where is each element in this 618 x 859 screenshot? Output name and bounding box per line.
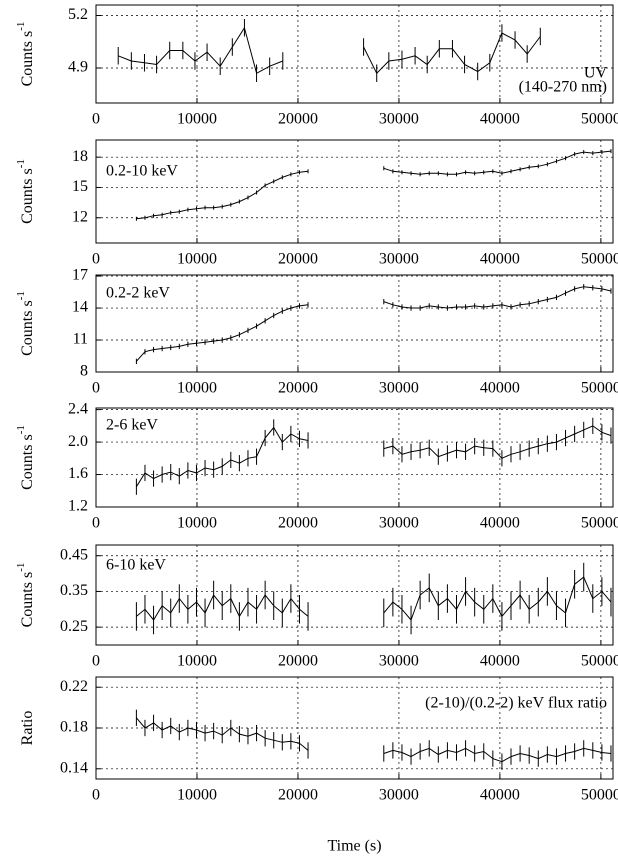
x-tick-label: 40000	[480, 251, 520, 268]
x-tick-label: 30000	[379, 653, 419, 670]
plot-frame	[95, 4, 614, 104]
y-tick-label: 2.4	[68, 400, 88, 417]
light-curve	[118, 26, 541, 75]
y-axis-label: Counts s-1	[15, 159, 36, 224]
y-axis-label-sup: -1	[15, 22, 27, 31]
y-axis-label-sup: -1	[15, 291, 27, 300]
x-tick-label: 10000	[177, 515, 217, 532]
y-axis-label: Counts s-1	[15, 291, 36, 356]
x-tick-label: 0	[92, 515, 100, 532]
x-tick-label: 40000	[480, 653, 520, 670]
y-tick-label: 0.22	[60, 678, 88, 695]
x-tick-label: 40000	[480, 380, 520, 397]
y-axis-label: Counts s-1	[15, 563, 36, 628]
x-tick-label: 20000	[278, 515, 318, 532]
light-curve	[136, 576, 612, 621]
x-tick-label: 30000	[379, 251, 419, 268]
x-tick-label: 30000	[379, 380, 419, 397]
panel-annotation: (2-10)/(0.2-2) keV flux ratio	[425, 695, 607, 712]
y-axis-label-text: Ratio	[19, 711, 36, 746]
x-tick-label: 10000	[177, 111, 217, 128]
x-tick-label: 30000	[379, 111, 419, 128]
y-axis-label-sup: -1	[15, 563, 27, 572]
x-tick-label: 10000	[177, 787, 217, 804]
x-tick-label: 10000	[177, 380, 217, 397]
y-axis-label-text: Counts s	[19, 31, 36, 87]
y-tick-label: 0.45	[60, 546, 88, 563]
y-tick-label: 11	[73, 331, 88, 348]
light-curve	[136, 717, 612, 763]
x-tick-label: 50000	[581, 111, 618, 128]
y-tick-label: 0.25	[60, 618, 88, 635]
plot-frame	[95, 139, 614, 244]
y-tick-label: 5.2	[68, 6, 88, 23]
y-tick-label: 8	[80, 363, 88, 380]
x-tick-label: 50000	[581, 251, 618, 268]
x-tick-label: 40000	[480, 787, 520, 804]
light-curve	[136, 286, 612, 362]
x-tick-label: 50000	[581, 653, 618, 670]
y-axis-label-text: Counts s	[19, 300, 36, 356]
y-axis-label-sup: -1	[15, 159, 27, 168]
y-tick-label: 17	[72, 267, 88, 284]
plot-frame	[95, 407, 614, 508]
y-axis-label-text: Counts s	[19, 168, 36, 224]
x-tick-label: 40000	[480, 515, 520, 532]
y-tick-label: 14	[72, 299, 88, 316]
x-tick-label: 50000	[581, 787, 618, 804]
x-tick-label: 20000	[278, 787, 318, 804]
y-axis-label: Counts s-1	[15, 22, 36, 87]
y-tick-label: 15	[72, 178, 88, 195]
x-tick-label: 40000	[480, 111, 520, 128]
y-tick-label: 2.0	[68, 433, 88, 450]
y-tick-label: 0.35	[60, 582, 88, 599]
panel-annotation: (140-270 nm)	[519, 79, 607, 96]
y-tick-label: 12	[72, 208, 88, 225]
panel-annotation: 6-10 keV	[106, 557, 166, 574]
panel-annotation: 0.2-2 keV	[106, 285, 170, 302]
y-axis-label: Ratio	[19, 711, 36, 746]
panel-annotation: 2-6 keV	[106, 417, 158, 434]
x-tick-label: 0	[92, 111, 100, 128]
x-tick-label: 0	[92, 251, 100, 268]
y-tick-label: 4.9	[68, 59, 88, 76]
x-tick-label: 30000	[379, 515, 419, 532]
y-tick-label: 1.2	[68, 498, 88, 515]
light-curve	[136, 150, 612, 220]
y-axis-label: Counts s-1	[15, 425, 36, 490]
x-tick-label: 20000	[278, 111, 318, 128]
panel-annotation: UV	[584, 65, 608, 82]
x-tick-label: 10000	[177, 251, 217, 268]
plot-frame	[95, 274, 614, 373]
x-tick-label: 20000	[278, 653, 318, 670]
y-tick-label: 1.6	[68, 465, 88, 482]
panel-annotation: 0.2-10 keV	[106, 163, 178, 180]
x-axis-label: Time (s)	[327, 838, 381, 855]
x-tick-label: 0	[92, 653, 100, 670]
y-tick-label: 0.18	[60, 719, 88, 736]
y-axis-label-sup: -1	[15, 425, 27, 434]
y-axis-label-text: Counts s	[19, 572, 36, 628]
y-tick-label: 18	[72, 148, 88, 165]
y-tick-label: 0.14	[60, 759, 88, 776]
x-tick-label: 0	[92, 380, 100, 397]
plot-frame	[95, 676, 614, 780]
x-tick-label: 10000	[177, 653, 217, 670]
x-tick-label: 0	[92, 787, 100, 804]
x-tick-label: 20000	[278, 251, 318, 268]
plot-frame	[95, 544, 614, 646]
light-curve	[135, 425, 612, 487]
x-tick-label: 20000	[278, 380, 318, 397]
x-tick-label: 50000	[581, 515, 618, 532]
y-axis-label-text: Counts s	[19, 434, 36, 490]
x-tick-label: 30000	[379, 787, 419, 804]
x-tick-label: 50000	[581, 380, 618, 397]
